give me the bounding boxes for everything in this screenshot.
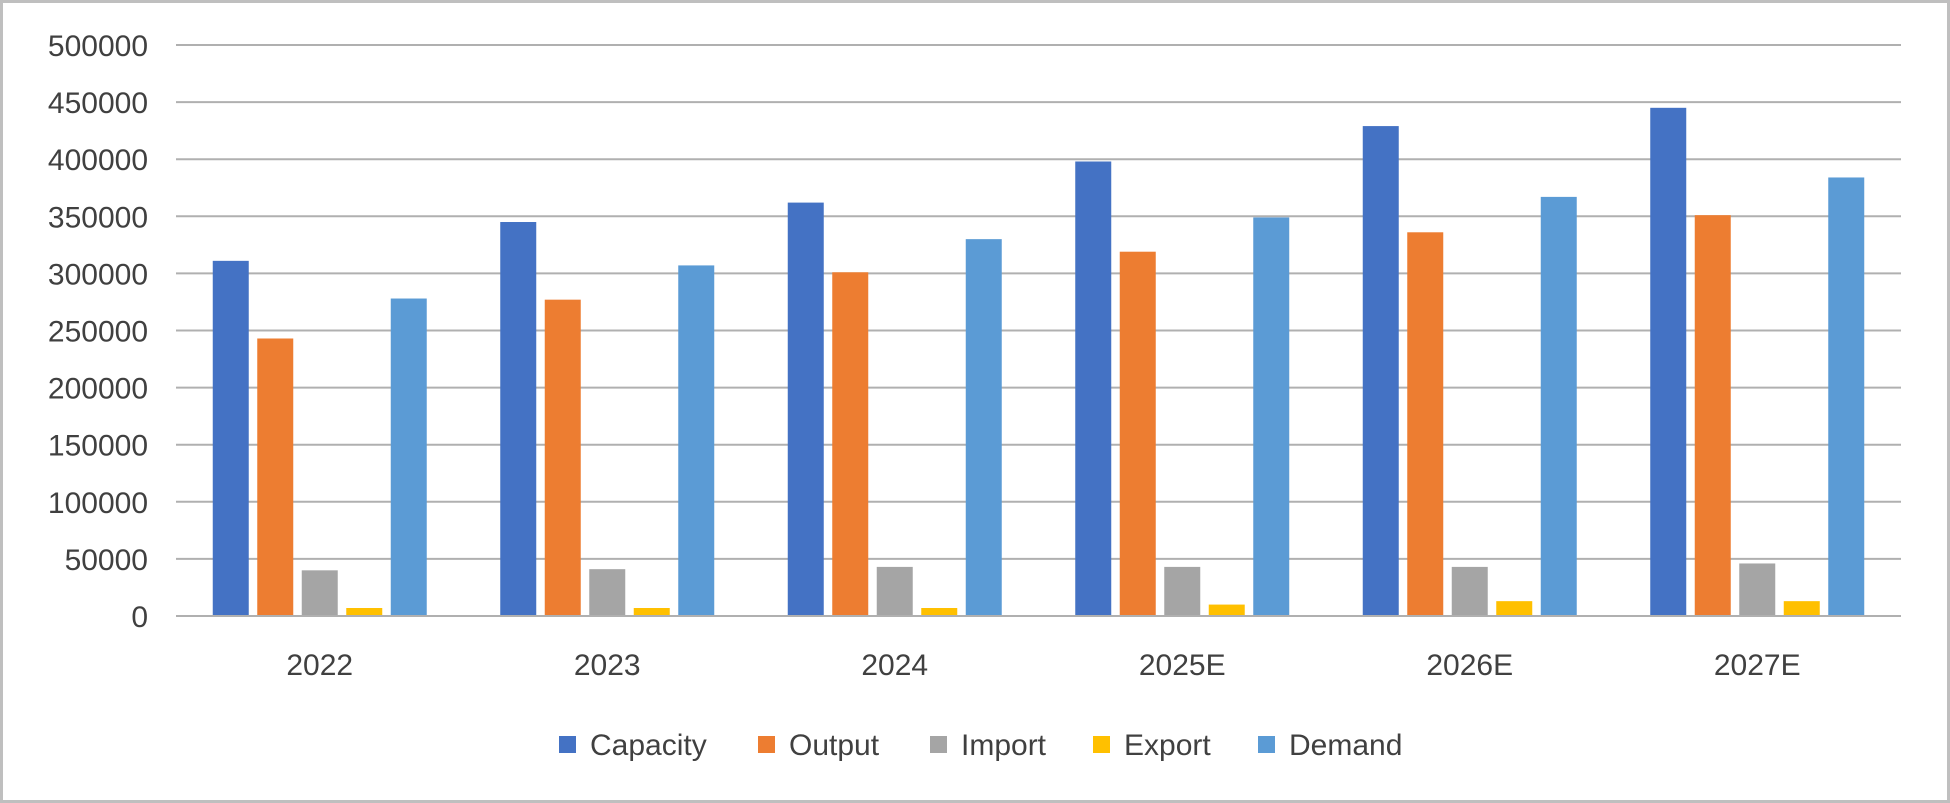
y-tick-label: 50000 (65, 544, 148, 577)
y-tick-label: 450000 (48, 87, 148, 120)
bar-output-2027e (1694, 215, 1731, 616)
bar-import-2024 (876, 566, 913, 616)
y-tick-label: 500000 (48, 30, 148, 63)
x-tick-label: 2023 (574, 649, 641, 682)
bar-export-2026e (1496, 601, 1533, 616)
x-tick-label: 2022 (286, 649, 353, 682)
bar-export-2023 (633, 608, 670, 616)
bars (212, 107, 1865, 617)
bar-demand-2026e (1540, 196, 1577, 617)
bar-output-2023 (544, 299, 581, 616)
legend-label-output: Output (789, 729, 880, 762)
legend-label-capacity: Capacity (590, 729, 707, 762)
y-axis-tick-labels: 0 50000 100000 150000 200000 250000 300000 3500… (48, 30, 148, 634)
bar-demand-2024 (965, 239, 1002, 616)
x-tick-label: 2025E (1139, 649, 1226, 682)
legend-label-export: Export (1124, 729, 1211, 762)
bar-capacity-2022 (212, 260, 249, 616)
bar-import-2025e (1164, 566, 1201, 616)
bar-demand-2023 (678, 265, 715, 616)
x-tick-label: 2024 (861, 649, 928, 682)
bar-import-2026e (1451, 566, 1488, 616)
y-tick-label: 350000 (48, 201, 148, 234)
y-tick-label: 100000 (48, 487, 148, 520)
bar-output-2025e (1119, 251, 1156, 616)
bar-export-2024 (921, 608, 958, 616)
legend-swatch-capacity (559, 736, 576, 753)
bar-export-2027e (1783, 601, 1820, 616)
legend-label-demand: Demand (1289, 729, 1402, 762)
bar-export-2025e (1208, 604, 1245, 616)
bar-capacity-2024 (787, 202, 824, 616)
legend: Capacity Output Import Export Demand (559, 729, 1402, 762)
legend-swatch-output (758, 736, 775, 753)
y-tick-label: 150000 (48, 430, 148, 463)
bar-capacity-2023 (500, 222, 537, 616)
bar-import-2022 (301, 570, 338, 616)
bar-output-2022 (257, 338, 294, 616)
y-tick-label: 200000 (48, 373, 148, 406)
gridlines (176, 44, 1901, 560)
x-tick-label: 2026E (1426, 649, 1513, 682)
x-axis-tick-labels: 2022 2023 2024 2025E 2026E 2027E (286, 649, 1800, 682)
legend-label-import: Import (961, 729, 1047, 762)
bar-capacity-2026e (1362, 126, 1399, 616)
bar-capacity-2025e (1075, 161, 1112, 616)
legend-swatch-export (1093, 736, 1110, 753)
bar-import-2023 (589, 569, 626, 616)
bar-chart: 0 50000 100000 150000 200000 250000 300000 3500… (48, 30, 1901, 762)
y-tick-label: 250000 (48, 316, 148, 349)
legend-swatch-import (930, 736, 947, 753)
bar-output-2024 (832, 272, 869, 616)
y-tick-label: 400000 (48, 144, 148, 177)
bar-demand-2022 (390, 298, 427, 616)
bar-demand-2027e (1828, 177, 1865, 617)
bar-output-2026e (1407, 232, 1444, 616)
bar-capacity-2027e (1650, 107, 1687, 616)
y-tick-label: 300000 (48, 258, 148, 291)
bar-export-2022 (346, 608, 383, 616)
y-tick-label: 0 (131, 601, 148, 634)
legend-swatch-demand (1258, 736, 1275, 753)
x-tick-label: 2027E (1714, 649, 1801, 682)
bar-import-2027e (1739, 563, 1776, 616)
bar-demand-2025e (1253, 217, 1290, 616)
